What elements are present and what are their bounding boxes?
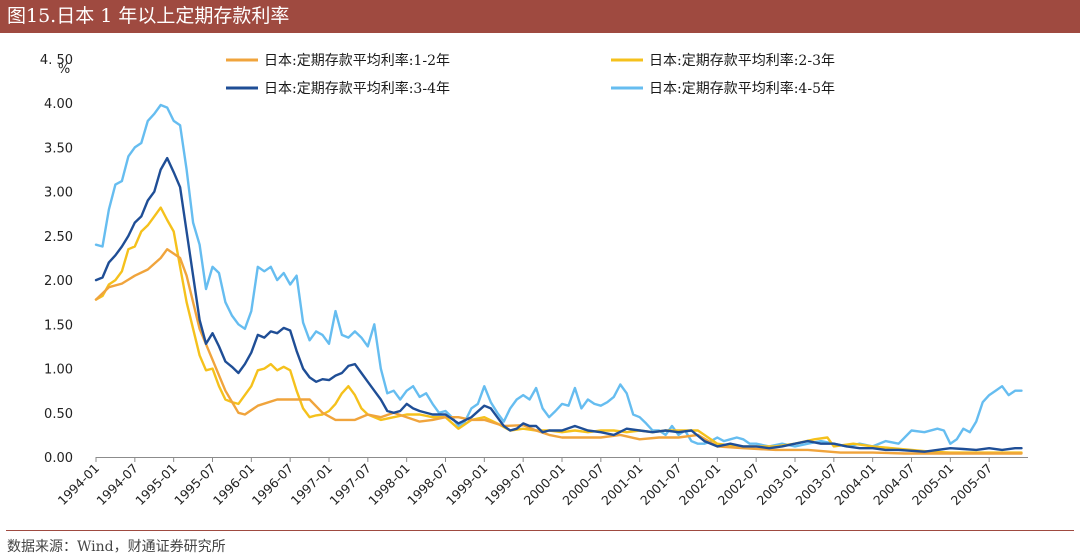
title-bar: 图15.日本 1 年以上定期存款利率 <box>0 0 1080 33</box>
legend-label: 日本:定期存款平均利率:4-5年 <box>649 80 835 97</box>
x-tick-label: 1999-07 <box>482 461 530 509</box>
x-tick-label: 1995-07 <box>171 461 219 509</box>
x-tick-label: 2004-07 <box>870 461 918 509</box>
legend-label: 日本:定期存款平均利率:1-2年 <box>264 52 450 69</box>
series-line-3 <box>94 156 1023 453</box>
x-tick-label: 2001-07 <box>637 461 685 509</box>
x-tick-label: 1999-01 <box>443 461 491 509</box>
y-tick-label: 0.00 <box>44 451 73 466</box>
x-tick-label: 2000-01 <box>521 461 569 509</box>
x-tick-label: 2001-01 <box>598 461 646 509</box>
x-tick-label: 1998-01 <box>365 461 413 509</box>
y-tick-label: 1.50 <box>44 318 73 333</box>
series-line-4 <box>94 103 1023 448</box>
y-tick-label: 0.50 <box>44 407 73 422</box>
y-tick-label: 4.00 <box>44 97 73 112</box>
x-tick-label: 2003-07 <box>792 461 840 509</box>
x-tick-label: 2005-07 <box>948 461 996 509</box>
y-axis-unit: % <box>58 62 70 77</box>
x-tick-label: 2005-01 <box>909 461 957 509</box>
series-line-2 <box>94 206 1023 454</box>
y-tick-label: 2.00 <box>44 274 73 289</box>
x-tick-label: 2000-07 <box>559 461 607 509</box>
x-tick-label: 1998-07 <box>404 461 452 509</box>
x-tick-label: 1997-07 <box>326 461 374 509</box>
legend-label: 日本:定期存款平均利率:2-3年 <box>649 52 835 69</box>
y-tick-label: 3.00 <box>44 186 73 201</box>
x-tick-label: 2003-01 <box>754 461 802 509</box>
y-tick-label: 1.00 <box>44 363 73 378</box>
y-tick-label: 3.50 <box>44 141 73 156</box>
x-tick-label: 1996-01 <box>210 461 258 509</box>
x-tick-label: 2002-01 <box>676 461 724 509</box>
x-tick-label: 1994-07 <box>93 461 141 509</box>
series-line-1 <box>94 248 1023 455</box>
x-tick-label: 2002-07 <box>715 461 763 509</box>
x-tick-label: 2004-01 <box>831 461 879 509</box>
legend-label: 日本:定期存款平均利率:3-4年 <box>264 80 450 97</box>
x-tick-label: 1994-01 <box>55 461 103 509</box>
y-tick-label: 2.50 <box>44 230 73 245</box>
data-source-note: 数据来源：Wind，财通证券研究所 <box>7 539 226 555</box>
chart-title: 图15.日本 1 年以上定期存款利率 <box>7 5 290 27</box>
line-chart: 0.00 0.50 1.00 1.50 2.00 2.50 3.00 3.50 4.00 4. 5… <box>40 52 1028 509</box>
y-tick-label: 4. 50 <box>40 53 73 68</box>
footer-divider <box>6 530 1074 531</box>
x-tick-label: 1996-07 <box>249 461 297 509</box>
x-tick-label: 1995-01 <box>132 461 180 509</box>
x-tick-label: 1997-01 <box>288 461 336 509</box>
